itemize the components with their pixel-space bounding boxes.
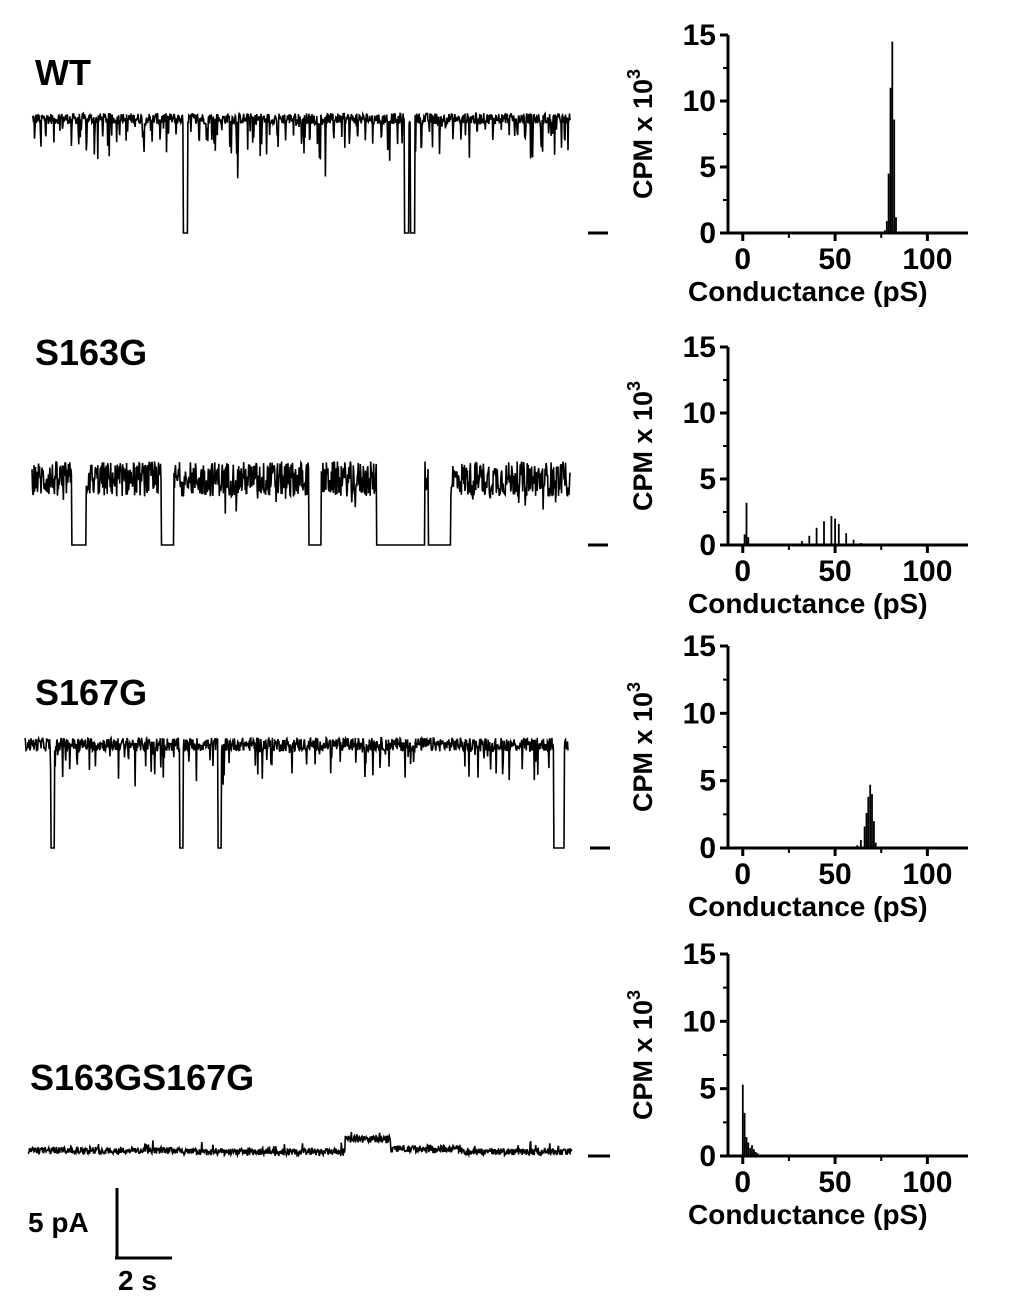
x-tick-label: 50 xyxy=(818,555,851,588)
x-tick-label: 0 xyxy=(734,858,751,891)
x-axis-label: Conductance (pS) xyxy=(688,1199,928,1230)
x-axis-label: Conductance (pS) xyxy=(688,891,928,922)
y-tick-label: 5 xyxy=(699,765,716,798)
scale-bar-time-label: 2 s xyxy=(118,1265,157,1296)
histogram-bar xyxy=(756,1153,759,1156)
histogram-bar xyxy=(808,535,811,545)
x-axis-label: Conductance (pS) xyxy=(688,588,928,619)
histogram-bar xyxy=(834,518,836,545)
histogram-bar xyxy=(889,87,892,233)
y-tick-label: 0 xyxy=(699,1140,716,1173)
y-tick-label: 15 xyxy=(683,19,716,52)
trace-label-s163g: S163G xyxy=(35,332,147,373)
trace-line xyxy=(31,459,571,546)
y-axis-label: CPM x 103 xyxy=(624,381,658,511)
x-tick-label: 100 xyxy=(902,555,952,588)
histogram-bar xyxy=(897,231,899,233)
y-tick-label: 10 xyxy=(683,1005,716,1038)
histogram-bar xyxy=(891,41,894,233)
y-tick-label: 0 xyxy=(699,529,716,562)
histogram-bar xyxy=(745,1137,748,1156)
histogram-bar xyxy=(747,1142,750,1156)
y-axis-label: CPM x 103 xyxy=(624,682,658,812)
x-tick-label: 50 xyxy=(818,1166,851,1199)
histogram-bar xyxy=(867,796,870,848)
histogram-bar xyxy=(860,543,862,545)
histogram-bar xyxy=(801,541,803,545)
x-tick-label: 0 xyxy=(734,243,751,276)
y-tick-label: 5 xyxy=(699,151,716,184)
y-tick-label: 5 xyxy=(699,463,716,496)
y-tick-label: 0 xyxy=(699,832,716,865)
trace-label-s167g: S167G xyxy=(35,672,147,713)
histogram-bar xyxy=(753,1149,755,1156)
histogram-bar xyxy=(871,794,873,848)
y-tick-label: 10 xyxy=(683,697,716,730)
histogram-bar xyxy=(743,534,746,545)
histogram-bar xyxy=(895,217,897,233)
x-tick-label: 0 xyxy=(734,555,751,588)
histogram-bar xyxy=(863,826,866,848)
y-tick-label: 15 xyxy=(683,938,716,971)
current-trace-s163g xyxy=(31,459,571,546)
histogram-bar xyxy=(793,543,796,545)
trace-label-s163gs167g: S163GS167G xyxy=(30,1057,254,1098)
histogram-bar xyxy=(856,845,859,848)
x-tick-label: 50 xyxy=(818,243,851,276)
histogram-bar xyxy=(887,173,890,233)
current-trace-s167g xyxy=(24,735,569,849)
y-axis-label: CPM x 103 xyxy=(624,990,658,1120)
y-tick-label: 10 xyxy=(683,85,716,118)
histogram-bar xyxy=(830,516,833,545)
scale-bar-current-label: 5 pA xyxy=(28,1207,89,1238)
histogram-bar xyxy=(747,537,750,545)
histogram-bar xyxy=(893,119,896,233)
histogram-bar xyxy=(884,230,886,233)
histogram-bar xyxy=(867,544,870,545)
histogram-bar xyxy=(845,533,848,545)
trace-label-wt: WT xyxy=(35,52,91,93)
y-tick-label: 15 xyxy=(683,630,716,663)
histogram-bar xyxy=(885,221,888,233)
trace-line xyxy=(24,735,569,849)
current-trace-s163gs167g xyxy=(27,1131,573,1159)
trace-line xyxy=(27,1131,573,1159)
histogram-bar xyxy=(743,1112,746,1156)
x-tick-label: 100 xyxy=(902,243,952,276)
x-tick-label: 100 xyxy=(902,1166,952,1199)
x-axis-label: Conductance (pS) xyxy=(688,276,928,307)
histogram-bar xyxy=(873,821,875,848)
histogram-bar xyxy=(823,521,825,545)
histogram-bar xyxy=(745,502,748,545)
histogram-bar xyxy=(852,539,855,545)
x-tick-label: 50 xyxy=(818,858,851,891)
histogram-bar xyxy=(815,527,818,545)
y-tick-label: 0 xyxy=(699,217,716,250)
histogram-bar xyxy=(741,1084,744,1156)
histogram-bar xyxy=(754,1152,757,1156)
y-tick-label: 5 xyxy=(699,1073,716,1106)
y-tick-label: 10 xyxy=(683,397,716,430)
histogram-bar xyxy=(860,839,862,848)
x-tick-label: 0 xyxy=(734,1166,751,1199)
histogram-bar xyxy=(865,813,868,848)
x-tick-label: 100 xyxy=(902,858,952,891)
trace-line xyxy=(31,110,571,234)
histogram-bar xyxy=(874,842,877,848)
y-axis-label: CPM x 103 xyxy=(624,69,658,199)
y-tick-label: 15 xyxy=(683,331,716,364)
histogram-bar xyxy=(751,1145,753,1156)
histogram-bar xyxy=(749,1147,752,1156)
scale-bar: 5 pA 2 s xyxy=(28,1188,172,1296)
current-trace-wt xyxy=(31,110,571,234)
histogram-bar xyxy=(837,523,840,545)
histogram-bar xyxy=(869,784,872,848)
